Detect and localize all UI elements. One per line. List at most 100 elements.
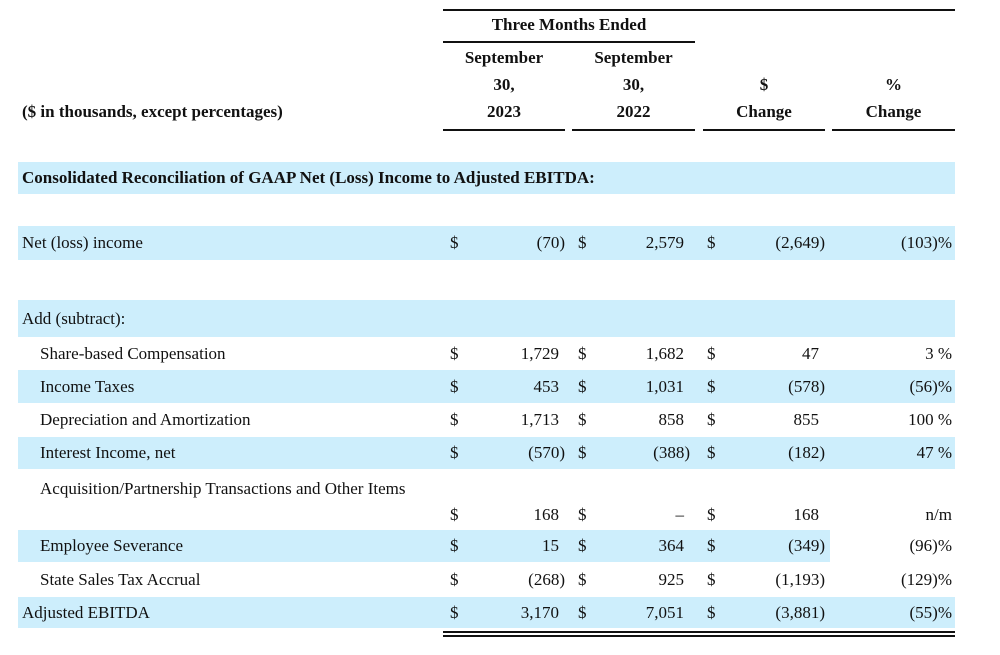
currency-sign: $ [707, 536, 716, 555]
row-band [18, 300, 955, 337]
percent-change: n/m [925, 505, 952, 524]
currency-sign: $ [707, 443, 716, 462]
percent-change: 3 % [925, 343, 952, 363]
row-label: Acquisition/Partnership Transactions and… [40, 479, 406, 498]
percent-change: (129)% [901, 569, 952, 589]
currency-sign: $ [707, 569, 716, 589]
amount: 15 [542, 536, 559, 555]
row-label: Income Taxes [40, 376, 135, 396]
column-header: September [464, 48, 544, 67]
currency-sign: $ [450, 602, 459, 622]
column-rule [443, 129, 565, 131]
row-label: Net (loss) income [22, 233, 143, 252]
units-label: ($ in thousands, except percentages) [22, 102, 283, 121]
amount: (2,649) [775, 233, 825, 252]
row-band [18, 370, 955, 403]
percent-change: (55)% [909, 602, 952, 622]
section-title: Consolidated Reconciliation of GAAP Net … [22, 168, 595, 187]
row-band [18, 530, 830, 562]
column-header: Change [736, 102, 792, 121]
amount: – [675, 505, 685, 524]
row-label: Depreciation and Amortization [40, 410, 251, 429]
row-label: State Sales Tax Accrual [40, 569, 201, 589]
currency-sign: $ [707, 343, 716, 363]
column-rule [703, 129, 825, 131]
group-header: Three Months Ended [491, 15, 647, 34]
amount: 855 [793, 410, 820, 429]
column-header: 2023 [487, 102, 521, 121]
currency-sign: $ [578, 343, 587, 363]
column-rule [572, 129, 695, 131]
column-header: 30, [493, 75, 515, 94]
amount: (3,881) [775, 602, 825, 622]
row-label: Add (subtract): [22, 308, 126, 328]
currency-sign: $ [578, 233, 587, 252]
currency-sign: $ [578, 569, 587, 589]
amount: 7,051 [645, 602, 684, 622]
currency-sign: $ [450, 443, 459, 462]
column-header: % [885, 75, 902, 94]
amount: 1,682 [645, 343, 684, 363]
currency-sign: $ [707, 410, 716, 429]
column-header: Change [865, 102, 922, 121]
amount: (388) [653, 443, 690, 462]
column-header: $ [759, 75, 769, 94]
amount: 2,579 [645, 233, 684, 252]
currency-sign: $ [707, 233, 716, 252]
amount: 3,170 [520, 602, 559, 622]
percent-change: 47 % [916, 443, 952, 462]
group-rule [443, 41, 695, 43]
amount: (268) [528, 569, 565, 589]
amount: (570) [528, 443, 565, 462]
currency-sign: $ [707, 505, 716, 524]
amount: (578) [788, 376, 825, 396]
currency-sign: $ [707, 602, 716, 622]
currency-sign: $ [450, 505, 459, 524]
row-label: Share-based Compensation [40, 343, 226, 363]
amount: 168 [793, 505, 820, 524]
currency-sign: $ [578, 602, 587, 622]
currency-sign: $ [578, 410, 587, 429]
amount: 47 [802, 343, 819, 363]
currency-sign: $ [578, 376, 587, 396]
row-label: Adjusted EBITDA [22, 602, 150, 622]
amount: (182) [788, 443, 825, 462]
row-band [18, 437, 955, 469]
currency-sign: $ [450, 376, 459, 396]
row-label: Employee Severance [40, 536, 184, 555]
column-rule [832, 129, 955, 131]
row-band [18, 597, 955, 628]
currency-sign: $ [450, 569, 459, 589]
row-band [18, 162, 955, 194]
currency-sign: $ [450, 233, 459, 252]
column-header: 2022 [616, 102, 651, 121]
currency-sign: $ [450, 343, 459, 363]
percent-change: (96)% [909, 536, 952, 555]
double-rule [443, 631, 955, 633]
row-label: Interest Income, net [40, 443, 176, 462]
amount: (349) [788, 536, 825, 555]
currency-sign: $ [450, 410, 459, 429]
amount: (70) [536, 233, 565, 252]
row-band [18, 226, 955, 260]
currency-sign: $ [578, 536, 587, 555]
currency-sign: $ [707, 376, 716, 396]
amount: 453 [533, 376, 560, 396]
amount: 858 [658, 410, 685, 429]
currency-sign: $ [578, 443, 587, 462]
top-rule [443, 9, 955, 11]
percent-change: (103)% [901, 233, 952, 252]
percent-change: 100 % [908, 410, 952, 429]
amount: 1,729 [520, 343, 559, 363]
currency-sign: $ [578, 505, 587, 524]
amount: 364 [658, 536, 685, 555]
amount: 168 [533, 505, 560, 524]
amount: 1,713 [520, 410, 559, 429]
amount: 925 [658, 569, 685, 589]
column-header: September [594, 48, 673, 67]
currency-sign: $ [450, 536, 459, 555]
amount: 1,031 [645, 376, 684, 396]
double-rule [443, 635, 955, 637]
amount: (1,193) [775, 569, 825, 589]
